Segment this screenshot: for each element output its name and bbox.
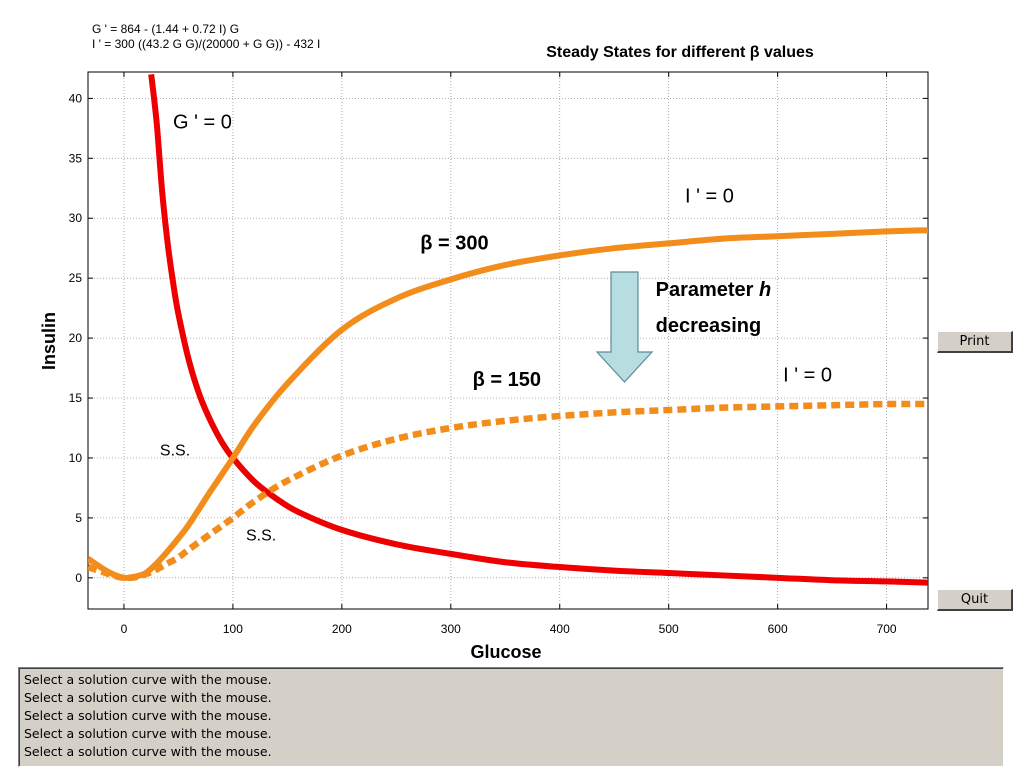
annotation-label: decreasing — [656, 315, 762, 337]
annotation-label: G ' = 0 — [173, 111, 232, 133]
x-tick-label: 500 — [659, 622, 679, 636]
y-tick-label: 20 — [69, 331, 83, 345]
annotation-label: I ' = 0 — [783, 364, 832, 386]
axis-ticks: 0 100 200 300 400 500 600 700 0 5 10 15 20 25 30 35 40 — [69, 72, 928, 636]
y-tick-label: 10 — [69, 451, 83, 465]
status-line: Select a solution curve with the mouse. — [24, 672, 272, 687]
annotation-label: β = 150 — [473, 369, 541, 391]
series-layer — [88, 74, 928, 586]
steady-state-chart: Steady States for different β values 0 10… — [39, 44, 929, 662]
down-arrow-icon — [595, 271, 654, 383]
status-line: Select a solution curve with the mouse. — [24, 690, 272, 705]
y-tick-label: 5 — [75, 511, 82, 525]
status-line: Select a solution curve with the mouse. — [24, 726, 272, 741]
annotation-label: S.S. — [246, 528, 276, 545]
series-line-0[interactable] — [148, 74, 928, 586]
x-tick-label: 200 — [332, 622, 352, 636]
series-line-2[interactable] — [88, 400, 928, 582]
y-tick-label: 35 — [69, 151, 83, 165]
status-line: Select a solution curve with the mouse. — [24, 744, 272, 759]
annotation-label: I ' = 0 — [685, 186, 734, 208]
x-tick-label: 100 — [223, 622, 243, 636]
g-prime-equation: G ' = 864 - (1.44 + 0.72 I) G — [92, 22, 240, 36]
grid — [88, 72, 928, 609]
y-tick-label: 25 — [69, 271, 83, 285]
equations-block: G ' = 864 - (1.44 + 0.72 I) G I ' = 300 … — [92, 22, 320, 52]
y-tick-label: 30 — [69, 211, 83, 225]
x-tick-label: 700 — [877, 622, 897, 636]
y-tick-label: 15 — [69, 391, 83, 405]
annotation-layer: G ' = 0 I ' = 0 β = 300 Parameter h decreasi… — [160, 111, 832, 544]
status-log: Select a solution curve with the mouse. S… — [18, 667, 1004, 767]
quit-button[interactable]: Quit — [937, 589, 1013, 611]
y-tick-label: 0 — [75, 571, 82, 585]
x-axis-label: Glucose — [470, 642, 541, 662]
y-tick-label: 40 — [69, 91, 83, 105]
x-tick-label: 400 — [550, 622, 570, 636]
x-tick-label: 600 — [768, 622, 788, 636]
x-tick-label: 300 — [441, 622, 461, 636]
annotation-label: Parameter h — [656, 279, 772, 301]
status-line: Select a solution curve with the mouse. — [24, 708, 272, 723]
annotation-label: β = 300 — [420, 232, 488, 254]
series-group — [88, 74, 928, 586]
print-button[interactable]: Print — [937, 331, 1013, 353]
chart-title: Steady States for different β values — [546, 44, 814, 61]
i-prime-equation: I ' = 300 ((43.2 G G)/(20000 + G G)) - 4… — [92, 37, 321, 51]
y-axis-label: Insulin — [39, 312, 59, 370]
annotation-label: S.S. — [160, 443, 190, 460]
x-tick-label: 0 — [121, 622, 128, 636]
arrow-layer — [595, 271, 654, 383]
